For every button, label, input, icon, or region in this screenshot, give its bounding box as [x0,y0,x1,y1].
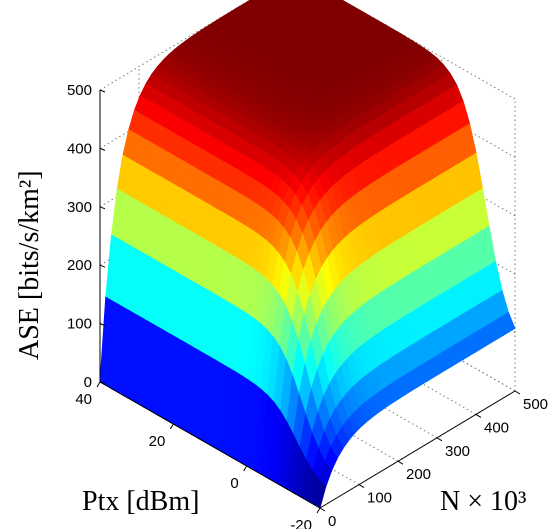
z-tick-mark [99,264,106,268]
z-tick-mark [99,323,106,327]
z-tick-label: 300 [67,199,92,216]
n-tick-mark [514,390,521,395]
n-tick-mark [319,507,326,512]
n-tick-label: 500 [523,396,548,413]
ptx-tick-label: 40 [75,391,92,408]
z-tick-mark [99,89,106,93]
n-tick-mark [436,437,443,442]
ptx-tick-mark [316,507,321,514]
z-tick-label: 500 [67,82,92,99]
z-tick-label: 400 [67,140,92,157]
z-tick-mark [99,206,106,210]
ptx-axis-line [99,381,321,509]
axes [96,89,521,514]
ase-surface [99,0,516,509]
n-tick-label: 100 [367,490,392,507]
z-axis-label: ASE [bits/s/km²] [14,170,45,360]
z-tick-label: 200 [67,257,92,274]
n-axis-label: N × 10³ [440,486,526,517]
ptx-axis-label: Ptx [dBm] [82,486,199,517]
z-tick-mark [99,381,106,385]
z-tick-mark [99,147,106,151]
n-axis-line [319,390,516,509]
z-tick-label: 100 [67,316,92,333]
ptx-tick-label: 0 [230,475,238,492]
ptx-tick-label: -20 [290,517,312,529]
n-tick-label: 0 [328,513,336,529]
ptx-tick-mark [169,423,174,430]
z-tick-label: 0 [84,374,92,391]
ptx-tick-mark [243,465,248,472]
n-tick-label: 400 [484,419,509,436]
n-tick-mark [475,413,482,418]
n-tick-label: 200 [406,466,431,483]
n-tick-label: 300 [445,443,470,460]
grid-line [99,0,251,91]
ptx-tick-mark [96,381,101,388]
n-tick-mark [358,484,365,489]
ptx-tick-label: 20 [149,433,166,450]
n-tick-mark [397,460,404,465]
